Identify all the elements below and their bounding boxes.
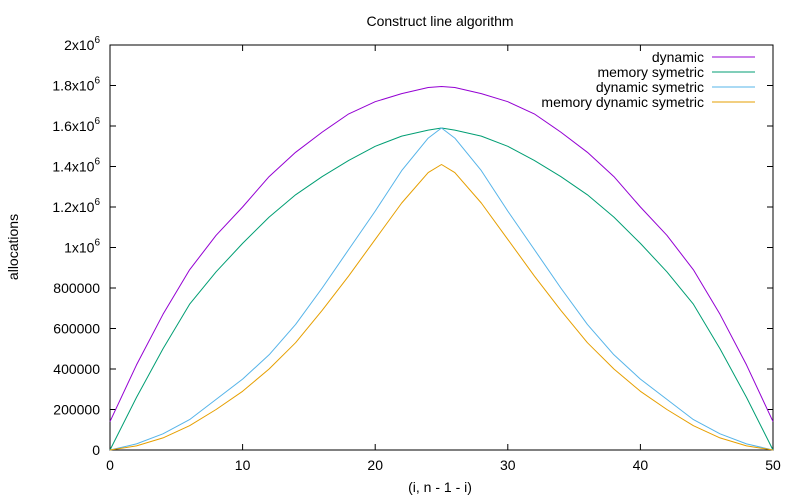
y-tick-mantissa: 1.2x10: [52, 199, 94, 215]
series-line-3: [109, 164, 774, 451]
x-tick-label: 40: [633, 457, 649, 473]
x-tick-label: 50: [765, 457, 781, 473]
x-tick-label: 30: [500, 457, 516, 473]
y-tick-exponent: 6: [94, 157, 100, 168]
y-tick-exponent: 6: [94, 238, 100, 249]
y-tick-label: 400000: [53, 361, 100, 377]
y-tick-label: 2x106: [64, 35, 100, 53]
y-tick-label: 1.4x106: [52, 157, 100, 175]
legend-label: memory dynamic symetric: [541, 94, 704, 110]
y-axis-ticks: 02000004000006000008000001x1061.2x1061.4…: [52, 35, 773, 458]
y-axis-label: allocations: [5, 214, 21, 280]
y-tick-mantissa: 2x10: [64, 37, 95, 53]
y-tick-mantissa: 1.6x10: [52, 118, 94, 134]
y-tick-mantissa: 1.8x10: [52, 78, 94, 94]
y-tick-label: 1.8x106: [52, 76, 100, 94]
y-tick-label: 1.6x106: [52, 116, 100, 134]
x-axis-label: (i, n - 1 - i): [408, 479, 472, 495]
y-tick-label: 1x106: [64, 238, 100, 256]
series-lines: [109, 86, 774, 451]
y-tick-label: 1.2x106: [52, 197, 100, 215]
y-tick-mantissa: 1x10: [64, 240, 95, 256]
x-tick-label: 20: [367, 457, 383, 473]
y-tick-mantissa: 1.4x10: [52, 159, 94, 175]
y-tick-exponent: 6: [94, 116, 100, 127]
chart-title: Construct line algorithm: [366, 13, 513, 29]
y-tick-exponent: 6: [94, 35, 100, 46]
series-line-0: [109, 86, 774, 422]
legend-label: dynamic symetric: [596, 79, 704, 95]
y-tick-label: 200000: [53, 402, 100, 418]
y-tick-exponent: 6: [94, 197, 100, 208]
legend-label: memory symetric: [597, 64, 704, 80]
y-tick-label: 600000: [53, 321, 100, 337]
y-tick-exponent: 6: [94, 76, 100, 87]
series-line-1: [109, 127, 774, 451]
series-line-2: [109, 127, 774, 451]
x-tick-label: 0: [106, 457, 114, 473]
x-axis-ticks: 0 10 20 30 40 50: [106, 45, 781, 473]
x-tick-label: 10: [235, 457, 251, 473]
y-tick-label: 800000: [53, 280, 100, 296]
legend-label: dynamic: [652, 49, 704, 65]
y-tick-label: 0: [92, 442, 100, 458]
